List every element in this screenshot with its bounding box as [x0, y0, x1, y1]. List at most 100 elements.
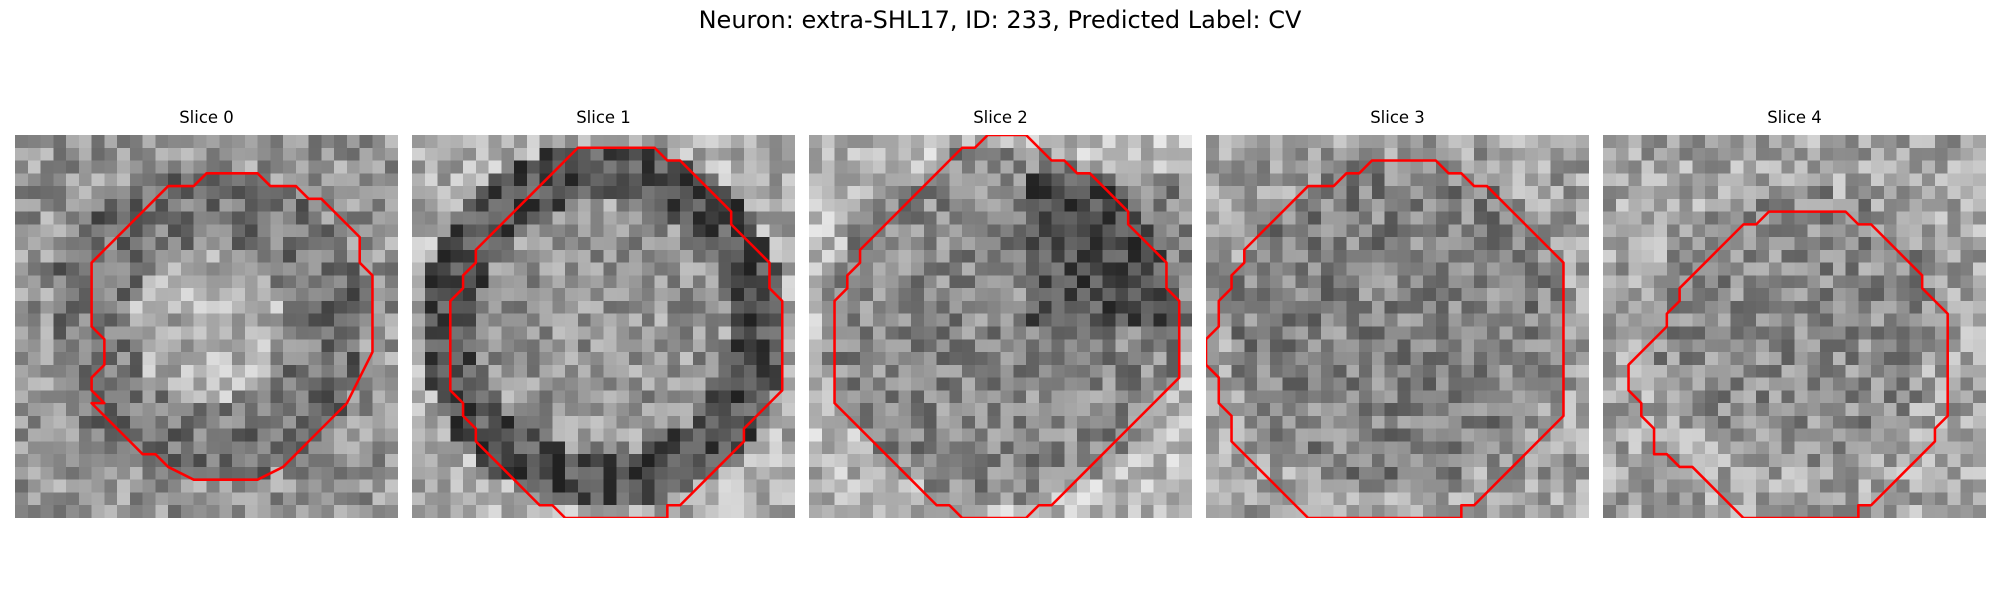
- slice-pixel: [346, 352, 360, 366]
- slice-pixel: [1269, 198, 1283, 212]
- slice-pixel: [232, 198, 246, 212]
- slice-pixel: [860, 505, 874, 518]
- slice-pixel: [1615, 173, 1629, 187]
- slice-pixel: [1384, 288, 1398, 302]
- slice-pixel: [1231, 147, 1245, 161]
- slice-pixel: [1115, 160, 1129, 174]
- slice-pixel: [987, 237, 1001, 251]
- slice-pixel: [40, 479, 54, 493]
- slice-pixel: [1000, 428, 1014, 442]
- slice-pixel: [193, 505, 207, 518]
- slice-pixel: [1883, 326, 1897, 340]
- slice-pixel: [463, 326, 477, 340]
- slice-pixel: [1615, 377, 1629, 391]
- slice-pixel: [1333, 211, 1347, 225]
- slice-pixel: [1166, 428, 1180, 442]
- slice-pixel: [1922, 198, 1936, 212]
- slice-pixel: [206, 466, 220, 480]
- slice-pixel: [142, 428, 156, 442]
- slice-pixel: [1499, 224, 1513, 238]
- slice-pixel: [526, 403, 540, 417]
- slice-pixel: [1423, 135, 1437, 149]
- slice-pixel: [565, 186, 579, 200]
- slice-pixel: [552, 313, 566, 327]
- slice-pixel: [590, 211, 604, 225]
- slice-pixel: [641, 147, 655, 161]
- slice-pixel: [911, 224, 925, 238]
- slice-pixel: [616, 249, 630, 263]
- slice-pixel: [412, 352, 426, 366]
- slice-pixel: [1397, 288, 1411, 302]
- slice-pixel: [1717, 466, 1731, 480]
- slice-pixel: [1077, 415, 1091, 429]
- slice-pixel: [1423, 160, 1437, 174]
- slice-pixel: [987, 492, 1001, 506]
- slice-pixel: [1947, 403, 1961, 417]
- slice-pixel: [705, 479, 719, 493]
- slice-pixel: [142, 237, 156, 251]
- slice-pixel: [756, 326, 770, 340]
- slice-pixel: [1666, 198, 1680, 212]
- slice-pixel: [1461, 186, 1475, 200]
- slice-pixel: [1858, 275, 1872, 289]
- slice-pixel: [295, 492, 309, 506]
- slice-pixel: [501, 441, 515, 455]
- slice-pixel: [1423, 454, 1437, 468]
- slice-pixel: [1206, 173, 1220, 187]
- slice-pixel: [987, 288, 1001, 302]
- slice-pixel: [1346, 186, 1360, 200]
- slice-pixel: [372, 415, 386, 429]
- slice-pixel: [501, 428, 515, 442]
- slice-pixel: [1820, 249, 1834, 263]
- slice-pixel: [1973, 326, 1986, 340]
- slice-pixel: [898, 173, 912, 187]
- slice-pixel: [1000, 300, 1014, 314]
- slice-pixel: [885, 377, 899, 391]
- slice-pixel: [692, 300, 706, 314]
- slice-pixel: [769, 173, 783, 187]
- slice-pixel: [821, 466, 835, 480]
- slice-pixel: [1537, 352, 1551, 366]
- slice-pixel: [667, 249, 681, 263]
- slice-pixel: [1820, 364, 1834, 378]
- slice-pixel: [1679, 224, 1693, 238]
- slice-pixel: [53, 262, 67, 276]
- slice-pixel: [1717, 186, 1731, 200]
- slice-pixel: [782, 186, 795, 200]
- slice-pixel: [1461, 364, 1475, 378]
- slice-pixel: [821, 262, 835, 276]
- slice-pixel: [1768, 505, 1782, 518]
- slice-pixel: [1550, 198, 1564, 212]
- slice-pixel: [155, 441, 169, 455]
- slice-pixel: [232, 492, 246, 506]
- slice-pixel: [437, 249, 451, 263]
- slice-pixel: [1038, 173, 1052, 187]
- slice-pixel: [680, 147, 694, 161]
- slice-pixel: [308, 300, 322, 314]
- slice-pixel: [1064, 237, 1078, 251]
- slice-pixel: [731, 147, 745, 161]
- slice-pixel: [769, 300, 783, 314]
- slice-pixel: [1423, 479, 1437, 493]
- slice-pixel: [1244, 275, 1258, 289]
- slice-pixel: [1461, 275, 1475, 289]
- slice-pixel: [1140, 300, 1154, 314]
- slice-pixel: [885, 466, 899, 480]
- slice-pixel: [756, 428, 770, 442]
- slice-pixel: [1820, 326, 1834, 340]
- slice-pixel: [1231, 326, 1245, 340]
- slice-pixel: [1244, 390, 1258, 404]
- slice-pixel: [705, 211, 719, 225]
- slice-pixel: [359, 147, 373, 161]
- slice-pixel: [359, 492, 373, 506]
- slice-pixel: [1756, 505, 1770, 518]
- slice-pixel: [155, 288, 169, 302]
- slice-pixel: [1934, 313, 1948, 327]
- slice-pixel: [372, 262, 386, 276]
- slice-pixel: [949, 390, 963, 404]
- slice-pixel: [295, 211, 309, 225]
- slice-pixel: [1756, 352, 1770, 366]
- slice-pixel: [1206, 479, 1220, 493]
- slice-pixel: [1794, 390, 1808, 404]
- slice-pixel: [809, 403, 823, 417]
